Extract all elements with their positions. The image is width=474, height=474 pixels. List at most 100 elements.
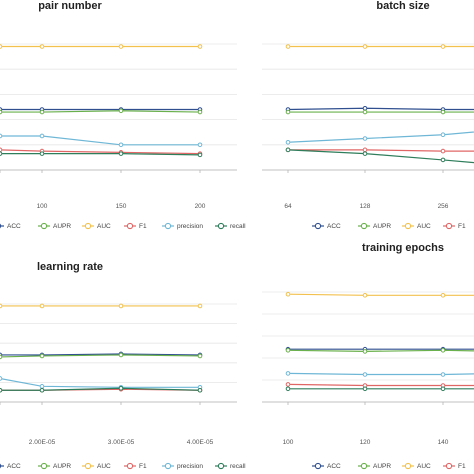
data-point-auc — [118, 303, 124, 309]
data-point-recall — [118, 385, 124, 391]
series-line-aupr — [0, 354, 201, 358]
legend-item-acc[interactable]: ACC — [0, 463, 21, 470]
legend-item-aupr[interactable]: AUPR — [358, 222, 391, 230]
data-point-auc — [197, 303, 203, 309]
legend-item-aupr[interactable]: AUPR — [358, 462, 391, 470]
data-point-recall — [285, 147, 291, 153]
x-tick-label: 3.00E-05 — [108, 439, 135, 446]
data-point-recall — [39, 387, 45, 393]
legend-item-aupr[interactable]: AUPR — [38, 462, 71, 470]
series-line-f1 — [287, 383, 474, 387]
legend-item-recall[interactable]: recall — [215, 222, 246, 230]
legend-item-recall[interactable]: recall — [215, 462, 246, 470]
data-point-aupr — [285, 109, 291, 115]
series-line-aupr — [287, 349, 474, 353]
chart-title: learning rate — [37, 261, 103, 273]
x-tick-label: 64 — [284, 203, 292, 210]
legend-swatch-marker — [445, 462, 453, 470]
legend-swatch-marker — [217, 462, 225, 470]
legend-item-precision[interactable]: precision — [162, 462, 203, 470]
series-line-acc — [0, 353, 201, 356]
data-point-aupr — [362, 349, 368, 354]
data-point-precision — [362, 372, 368, 377]
data-point-aupr — [0, 354, 3, 360]
legend-label: precision — [177, 463, 203, 470]
x-tick-label: 100 — [37, 203, 48, 210]
legend-item-auc[interactable]: AUC — [402, 462, 431, 470]
x-tick-label: 256 — [438, 203, 449, 210]
data-point-recall — [197, 152, 203, 158]
x-tick-label: 4.00E-05 — [187, 439, 214, 446]
data-point-aupr — [39, 353, 45, 359]
data-point-precision — [285, 371, 291, 376]
chart-panel-2: batch size64128256ACCAUPRAUCF1precision — [262, 0, 474, 230]
data-point-recall — [285, 386, 291, 392]
legend-label: recall — [230, 463, 246, 470]
legend-item-auc[interactable]: AUC — [82, 222, 111, 230]
data-point-recall — [440, 386, 446, 392]
x-tick-label: 200 — [195, 203, 206, 210]
legend-swatch-marker — [40, 222, 48, 230]
legend-label: ACC — [7, 463, 21, 470]
data-point-aupr — [285, 348, 291, 353]
data-point-auc — [440, 44, 446, 49]
data-point-precision — [0, 133, 3, 139]
data-point-precision — [440, 132, 446, 138]
legend-label: recall — [230, 223, 246, 230]
legend-label: F1 — [139, 463, 147, 470]
data-point-f1 — [0, 147, 3, 153]
legend-item-auc[interactable]: AUC — [82, 462, 111, 470]
legend-item-auc[interactable]: AUC — [402, 222, 431, 230]
legend-item-f1[interactable]: F1 — [443, 462, 466, 470]
series-group — [285, 291, 474, 392]
legend-swatch-marker — [126, 222, 134, 230]
data-point-acc — [362, 105, 368, 111]
series-line-recall — [287, 149, 474, 164]
series-line-aupr — [0, 110, 201, 113]
data-point-recall — [0, 151, 3, 156]
data-point-auc — [362, 293, 368, 298]
series-group — [0, 303, 203, 393]
legend-item-f1[interactable]: F1 — [124, 222, 147, 230]
legend-item-aupr[interactable]: AUPR — [38, 222, 71, 230]
data-point-aupr — [197, 353, 203, 359]
data-point-aupr — [0, 109, 3, 115]
legend-item-acc[interactable]: ACC — [0, 223, 21, 230]
series-line-acc — [287, 107, 474, 111]
data-point-recall — [362, 151, 368, 156]
legend-swatch-marker — [445, 222, 453, 230]
x-tick-label: 2.00E-05 — [29, 439, 56, 446]
legend-label: AUC — [417, 463, 431, 470]
legend-swatch-marker — [164, 222, 172, 230]
series-line-f1 — [288, 149, 474, 152]
data-point-auc — [39, 44, 45, 49]
data-point-recall — [362, 386, 368, 392]
legend-swatch-marker — [40, 462, 48, 470]
data-point-precision — [197, 142, 203, 148]
legend-label: AUC — [97, 223, 111, 230]
chart-title: pair number — [38, 0, 102, 12]
legend-item-precision[interactable]: precision — [162, 222, 203, 230]
chart-panel-3: learning rate 2.00E-05 3.00E-05 4.00E-05 ACC… — [0, 261, 246, 470]
data-point-auc — [285, 291, 291, 297]
series-line-precision — [287, 131, 474, 143]
legend-item-f1[interactable]: F1 — [124, 462, 147, 470]
data-point-aupr — [362, 109, 368, 115]
series-line-precision — [287, 372, 474, 376]
data-point-precision — [39, 384, 45, 389]
data-point-aupr — [197, 109, 203, 115]
legend-label: precision — [177, 223, 203, 230]
data-point-recall — [440, 157, 446, 163]
legend-swatch-marker — [314, 222, 322, 230]
data-point-auc — [285, 44, 291, 49]
legend-item-acc[interactable]: ACC — [312, 462, 341, 470]
legend-label: ACC — [327, 463, 341, 470]
legend-item-acc[interactable]: ACC — [312, 222, 341, 230]
data-point-auc — [118, 44, 124, 49]
legend-swatch-marker — [0, 223, 2, 229]
chart-title: training epochs — [362, 242, 444, 254]
legend-item-f1[interactable]: F1 — [443, 222, 466, 230]
series-line-precision — [0, 377, 200, 388]
legend-label: AUPR — [373, 463, 391, 470]
